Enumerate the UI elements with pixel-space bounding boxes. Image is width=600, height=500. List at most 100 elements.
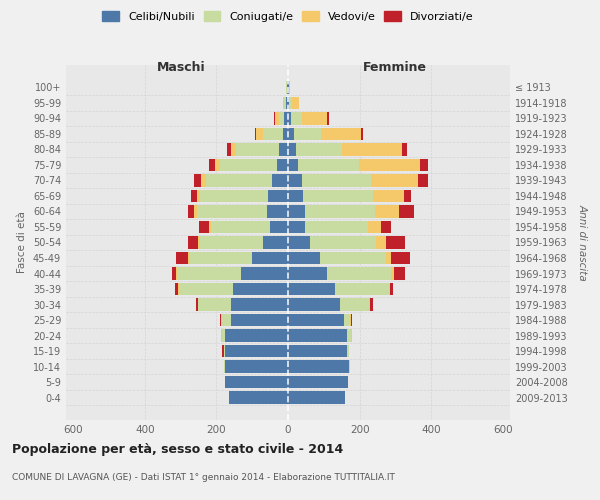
Bar — [287, 81, 288, 94]
Bar — [224, 360, 226, 373]
Bar — [279, 112, 284, 125]
Bar — [229, 391, 288, 404]
Bar — [288, 158, 298, 172]
Bar — [349, 360, 350, 373]
Bar — [226, 329, 288, 342]
Bar — [236, 143, 279, 156]
Bar — [347, 344, 349, 358]
Bar — [199, 236, 200, 249]
Bar — [222, 329, 226, 342]
Bar — [288, 298, 340, 311]
Bar — [226, 344, 288, 358]
Bar — [288, 190, 303, 202]
Bar — [400, 205, 415, 218]
Bar — [343, 143, 401, 156]
Bar — [178, 282, 179, 296]
Bar — [188, 252, 190, 264]
Bar — [394, 267, 405, 280]
Bar — [209, 158, 215, 172]
Bar — [289, 81, 290, 94]
Bar — [288, 391, 344, 404]
Bar — [335, 282, 389, 296]
Bar — [188, 205, 194, 218]
Bar — [292, 96, 299, 110]
Bar — [382, 220, 391, 234]
Text: Femmine: Femmine — [362, 62, 427, 74]
Bar — [328, 112, 329, 125]
Bar — [305, 220, 368, 234]
Bar — [288, 96, 289, 110]
Bar — [231, 143, 236, 156]
Bar — [190, 252, 252, 264]
Bar — [305, 205, 375, 218]
Bar — [295, 128, 322, 140]
Bar — [284, 96, 286, 110]
Bar — [268, 190, 288, 202]
Bar — [199, 220, 209, 234]
Text: Maschi: Maschi — [157, 62, 206, 74]
Bar — [206, 174, 272, 187]
Bar — [197, 205, 266, 218]
Bar — [303, 190, 373, 202]
Bar — [198, 298, 199, 311]
Bar — [188, 236, 199, 249]
Bar — [231, 314, 288, 326]
Bar — [322, 128, 361, 140]
Bar — [220, 158, 277, 172]
Text: Popolazione per età, sesso e stato civile - 2014: Popolazione per età, sesso e stato civil… — [12, 442, 343, 456]
Bar — [391, 252, 410, 264]
Bar — [418, 174, 428, 187]
Bar — [420, 158, 428, 172]
Bar — [373, 190, 404, 202]
Bar — [359, 158, 420, 172]
Bar — [231, 298, 288, 311]
Bar — [375, 205, 400, 218]
Bar — [370, 298, 373, 311]
Text: COMUNE DI LAVAGNA (GE) - Dati ISTAT 1° gennaio 2014 - Elaborazione TUTTITALIA.IT: COMUNE DI LAVAGNA (GE) - Dati ISTAT 1° g… — [12, 472, 395, 482]
Bar — [194, 205, 197, 218]
Bar — [401, 143, 407, 156]
Bar — [202, 174, 206, 187]
Bar — [224, 344, 226, 358]
Bar — [288, 205, 305, 218]
Bar — [286, 81, 287, 94]
Bar — [241, 267, 288, 280]
Bar — [347, 329, 352, 342]
Bar — [176, 267, 177, 280]
Bar — [328, 267, 391, 280]
Bar — [196, 298, 198, 311]
Bar — [270, 220, 288, 234]
Bar — [371, 174, 418, 187]
Bar — [256, 128, 263, 140]
Bar — [222, 314, 231, 326]
Bar — [361, 128, 363, 140]
Bar — [177, 267, 241, 280]
Bar — [172, 267, 176, 280]
Bar — [289, 96, 292, 110]
Bar — [288, 329, 347, 342]
Bar — [298, 158, 359, 172]
Bar — [404, 190, 411, 202]
Bar — [275, 112, 279, 125]
Bar — [291, 112, 302, 125]
Bar — [215, 158, 220, 172]
Bar — [369, 298, 370, 311]
Bar — [283, 128, 288, 140]
Bar — [263, 236, 288, 249]
Bar — [222, 344, 224, 358]
Bar — [288, 143, 296, 156]
Bar — [221, 314, 222, 326]
Bar — [391, 282, 393, 296]
Bar — [288, 282, 335, 296]
Bar — [288, 360, 349, 373]
Bar — [288, 314, 343, 326]
Bar — [226, 360, 288, 373]
Bar — [272, 174, 288, 187]
Bar — [283, 96, 284, 110]
Bar — [279, 143, 288, 156]
Bar — [252, 252, 288, 264]
Bar — [233, 282, 288, 296]
Bar — [288, 81, 289, 94]
Bar — [368, 220, 382, 234]
Bar — [197, 190, 200, 202]
